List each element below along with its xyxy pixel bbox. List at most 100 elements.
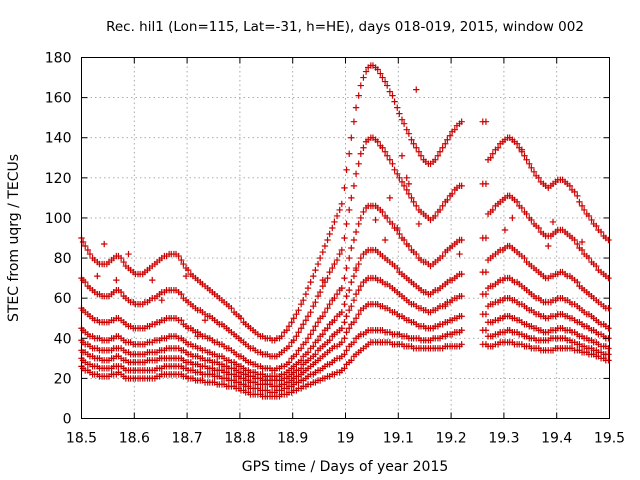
data-point — [398, 152, 406, 159]
data-point — [333, 256, 341, 264]
data-point — [178, 317, 185, 324]
data-point — [350, 236, 358, 244]
data-point — [482, 290, 490, 298]
data-point — [81, 278, 89, 286]
data-point — [350, 339, 358, 346]
data-point — [374, 66, 381, 73]
data-point — [319, 282, 326, 290]
data-point — [329, 224, 336, 232]
data-point — [331, 294, 338, 302]
data-point — [400, 120, 408, 127]
data-point — [290, 337, 297, 344]
data-point — [458, 327, 465, 334]
data-point — [405, 190, 413, 198]
data-point — [341, 365, 348, 372]
data-point — [436, 148, 444, 155]
data-point — [326, 230, 333, 238]
data-point — [228, 304, 235, 312]
y-tick-label: 160 — [45, 91, 72, 107]
data-point — [381, 78, 389, 85]
data-point — [379, 144, 386, 151]
data-point — [237, 315, 245, 322]
y-tick-label: 180 — [45, 51, 72, 67]
data-point — [578, 238, 586, 246]
data-point — [439, 252, 446, 260]
data-point — [341, 234, 348, 242]
data-point — [432, 212, 439, 220]
data-point — [348, 194, 355, 202]
data-point — [513, 140, 521, 147]
data-point — [81, 242, 89, 250]
data-point — [312, 323, 319, 330]
data-point — [413, 202, 420, 210]
data-point — [523, 210, 530, 218]
data-point — [526, 160, 533, 167]
data-point — [389, 160, 396, 167]
data-point — [355, 286, 362, 294]
data-point — [439, 144, 446, 151]
data-point — [384, 82, 391, 89]
data-point — [379, 74, 386, 81]
data-point — [341, 274, 348, 282]
data-point — [338, 200, 346, 208]
data-point — [391, 98, 398, 105]
data-point — [523, 156, 530, 163]
data-point — [302, 317, 310, 324]
data-point — [178, 256, 185, 264]
data-point — [101, 240, 108, 248]
data-point — [194, 333, 201, 340]
data-point — [338, 325, 346, 332]
data-point — [326, 300, 333, 308]
data-point — [400, 236, 408, 244]
data-point — [394, 264, 401, 272]
data-point — [314, 337, 322, 344]
data-point — [175, 252, 182, 260]
data-point — [352, 228, 360, 236]
data-point — [605, 345, 612, 352]
data-point — [513, 198, 521, 206]
data-point — [549, 218, 557, 226]
data-point — [319, 248, 326, 256]
data-point — [324, 325, 331, 332]
data-point — [530, 168, 538, 176]
data-point — [345, 325, 353, 332]
data-point — [372, 216, 379, 224]
data-point — [319, 313, 326, 320]
data-point — [350, 319, 358, 326]
data-point — [448, 190, 456, 198]
data-point — [357, 282, 365, 290]
chart-title: Rec. hil1 (Lon=115, Lat=-31, h=HE), days… — [106, 19, 584, 35]
data-point — [396, 110, 403, 117]
data-point — [319, 331, 326, 338]
data-point — [487, 154, 494, 161]
data-point — [293, 351, 300, 358]
data-point — [585, 212, 593, 220]
data-point — [605, 236, 612, 244]
y-tick-label: 40 — [54, 331, 72, 347]
data-point — [278, 333, 285, 340]
axis-ticks — [81, 57, 610, 419]
data-point — [439, 202, 446, 210]
data-point — [394, 170, 401, 178]
data-point — [357, 150, 365, 157]
data-point — [182, 272, 190, 280]
data-point — [79, 238, 87, 246]
data-point — [413, 250, 420, 258]
data-point — [482, 118, 490, 125]
data-point — [521, 254, 528, 262]
data-point — [350, 118, 358, 125]
data-point — [297, 325, 305, 332]
data-point — [348, 278, 355, 286]
data-point — [348, 244, 355, 252]
data-point — [352, 104, 360, 111]
data-point — [381, 236, 389, 244]
data-point — [329, 264, 336, 272]
data-point — [458, 236, 465, 244]
data-point — [451, 126, 458, 133]
data-point — [389, 92, 396, 99]
data-point — [482, 327, 490, 334]
y-tick-labels: 0 20 40 60 80 100 120 140 160 180 — [45, 51, 72, 428]
data-point — [605, 325, 612, 332]
data-point — [405, 242, 413, 250]
data-point — [295, 307, 302, 314]
